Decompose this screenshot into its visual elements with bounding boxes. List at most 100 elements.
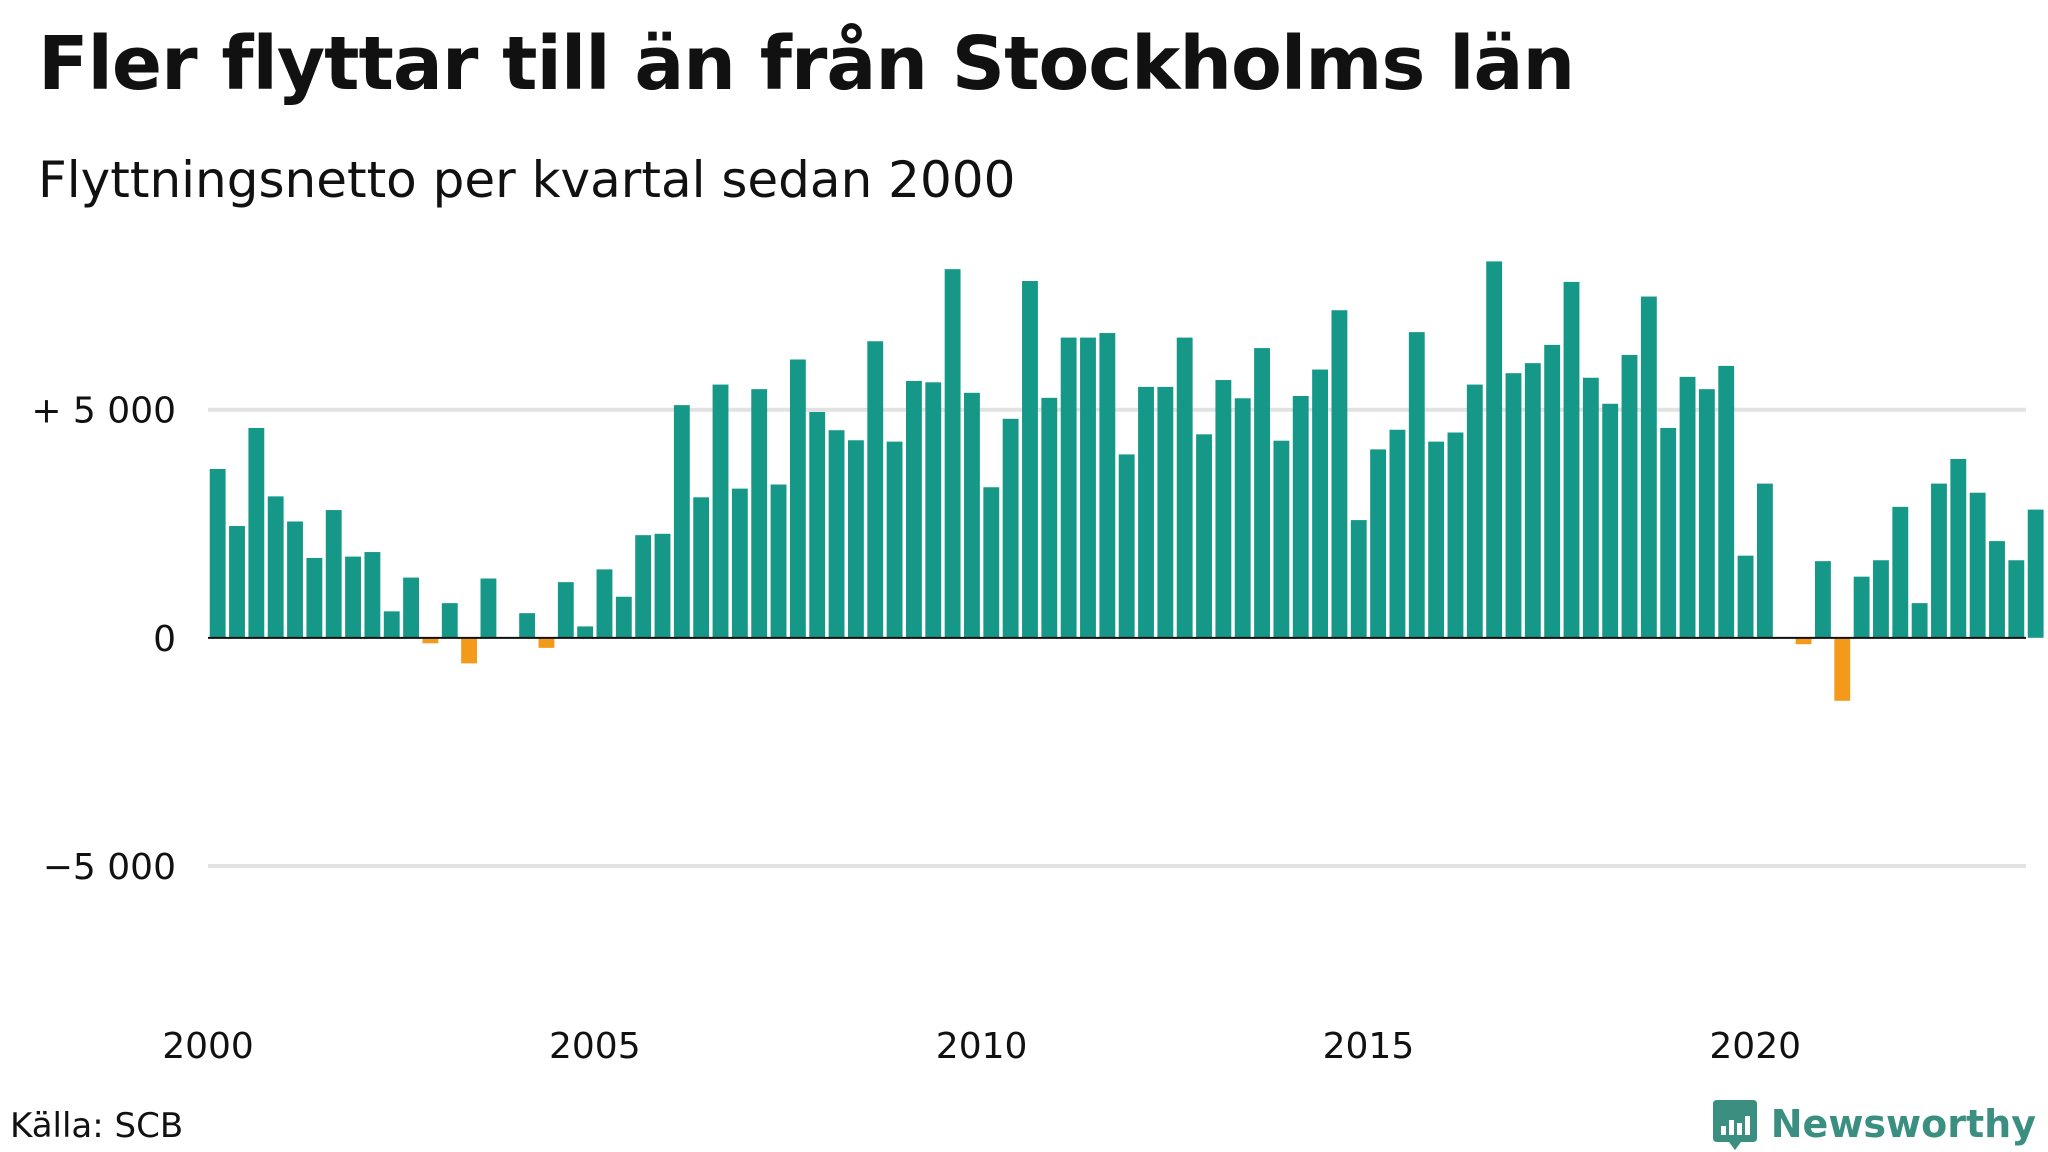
bar-2006K4 — [731, 488, 748, 638]
bar-2009K2 — [925, 382, 942, 638]
bar-2016K2 — [1466, 384, 1483, 638]
bar-2023K3 — [2027, 509, 2044, 638]
bar-2006K3 — [712, 384, 729, 638]
bar-2019K4 — [1737, 555, 1754, 638]
brand-name: Newsworthy — [1770, 1102, 2036, 1147]
bar-2004K2 — [538, 637, 555, 648]
x-tick-label: 2015 — [1323, 1026, 1415, 1067]
bar-2018K2 — [1621, 354, 1638, 638]
bar-2001K3 — [325, 510, 342, 638]
bar-2010K4 — [1041, 397, 1058, 638]
bar-2023K1 — [1989, 541, 2005, 638]
bar-2019K3 — [1718, 365, 1735, 638]
bar-2004K3 — [557, 582, 574, 638]
bar-2007K2 — [770, 484, 787, 638]
source-note: Källa: SCB — [10, 1106, 184, 1146]
y-tick-label: + 5 000 — [31, 391, 176, 432]
bar-2011K3 — [1099, 333, 1116, 638]
bar-2013K2 — [1234, 398, 1251, 638]
bar-2012K1 — [1138, 386, 1154, 638]
bar-2017K2 — [1544, 344, 1561, 638]
bar-2001K1 — [287, 521, 303, 638]
bar-2009K4 — [964, 392, 980, 638]
bar-2007K3 — [789, 359, 806, 638]
bar-2002K2 — [383, 611, 400, 638]
bar-2021K4 — [1892, 506, 1909, 638]
newsworthy-logo-icon — [1712, 1100, 1757, 1150]
bar-2012K3 — [1176, 337, 1193, 638]
bar-2002K3 — [403, 577, 419, 638]
bar-2007K4 — [809, 411, 826, 638]
bar-2011K4 — [1118, 454, 1135, 638]
bar-2013K3 — [1254, 348, 1270, 638]
bar-2020K4 — [1815, 561, 1831, 638]
bar-2009K3 — [944, 269, 961, 638]
bar-2007K1 — [751, 389, 768, 638]
bar-2013K4 — [1273, 440, 1290, 638]
x-tick-label: 2010 — [936, 1026, 1028, 1067]
bar-2014K3 — [1331, 310, 1348, 638]
bar-2020K1 — [1756, 483, 1773, 638]
bar-2019K2 — [1698, 389, 1715, 638]
bar-2009K1 — [906, 380, 922, 638]
bar-2002K4 — [422, 637, 439, 644]
bar-2006K1 — [673, 405, 690, 638]
bar-2015K2 — [1389, 429, 1406, 638]
y-axis-ticks: + 5 000 0 −5 000 — [31, 391, 176, 888]
bar-2016K4 — [1505, 373, 1522, 638]
bar-2011K2 — [1080, 337, 1096, 638]
bar-2012K2 — [1157, 386, 1174, 638]
bar-2006K2 — [693, 497, 710, 638]
x-axis-ticks: 2000 2005 2010 2015 2020 — [162, 1026, 1801, 1067]
bar-2018K4 — [1660, 427, 1677, 638]
bar-2001K2 — [306, 557, 323, 638]
bar-2008K2 — [847, 440, 864, 638]
chart-subtitle: Flyttningsnetto per kvartal sedan 2000 — [38, 151, 1016, 209]
y-tick-label: 0 — [153, 619, 176, 660]
bar-2013K1 — [1215, 380, 1232, 638]
x-tick-label: 2005 — [549, 1026, 641, 1067]
bar-2004K4 — [577, 626, 594, 638]
chart-title: Fler flyttar till än från Stockholms län — [38, 21, 1575, 107]
bar-2022K2 — [1931, 483, 1947, 638]
bar-2001K4 — [345, 556, 361, 638]
bar-2021K1 — [1834, 637, 1851, 701]
bar-2014K1 — [1292, 396, 1309, 638]
bar-2022K3 — [1950, 458, 1967, 638]
bar-2018K1 — [1602, 403, 1619, 638]
bar-2015K1 — [1370, 449, 1387, 638]
bar-2002K1 — [364, 552, 381, 638]
bar-2011K1 — [1060, 337, 1077, 638]
x-tick-label: 2020 — [1709, 1026, 1801, 1067]
brand-logo: Newsworthy — [1711, 1098, 2036, 1152]
bar-2022K1 — [1911, 603, 1928, 638]
bar-2021K3 — [1873, 560, 1889, 638]
x-tick-label: 2000 — [162, 1026, 254, 1067]
bar-2008K3 — [867, 341, 884, 638]
bar-2017K4 — [1582, 377, 1599, 638]
bar-2019K1 — [1679, 376, 1696, 638]
bar-2003K1 — [441, 603, 458, 638]
bars — [209, 261, 2044, 701]
bar-2015K3 — [1408, 332, 1425, 638]
bar-2022K4 — [1969, 492, 1986, 638]
bar-2010K1 — [983, 487, 1000, 638]
bar-2016K1 — [1447, 432, 1464, 638]
bar-2014K4 — [1350, 520, 1367, 638]
bar-2017K3 — [1563, 281, 1580, 638]
bar-2017K1 — [1524, 363, 1541, 638]
bar-2008K4 — [886, 441, 903, 638]
bar-2014K2 — [1312, 369, 1328, 638]
bar-2020K3 — [1795, 637, 1812, 645]
bar-2012K4 — [1196, 434, 1212, 638]
bar-2010K3 — [1022, 281, 1038, 638]
bar-2000K4 — [267, 496, 284, 638]
bar-2005K2 — [615, 596, 632, 638]
bar-2018K3 — [1640, 296, 1657, 638]
bar-2000K1 — [209, 469, 226, 638]
bar-2023K2 — [2008, 560, 2025, 638]
bar-2000K3 — [248, 427, 265, 638]
bar-2005K4 — [654, 533, 671, 638]
bar-2005K1 — [596, 569, 613, 638]
